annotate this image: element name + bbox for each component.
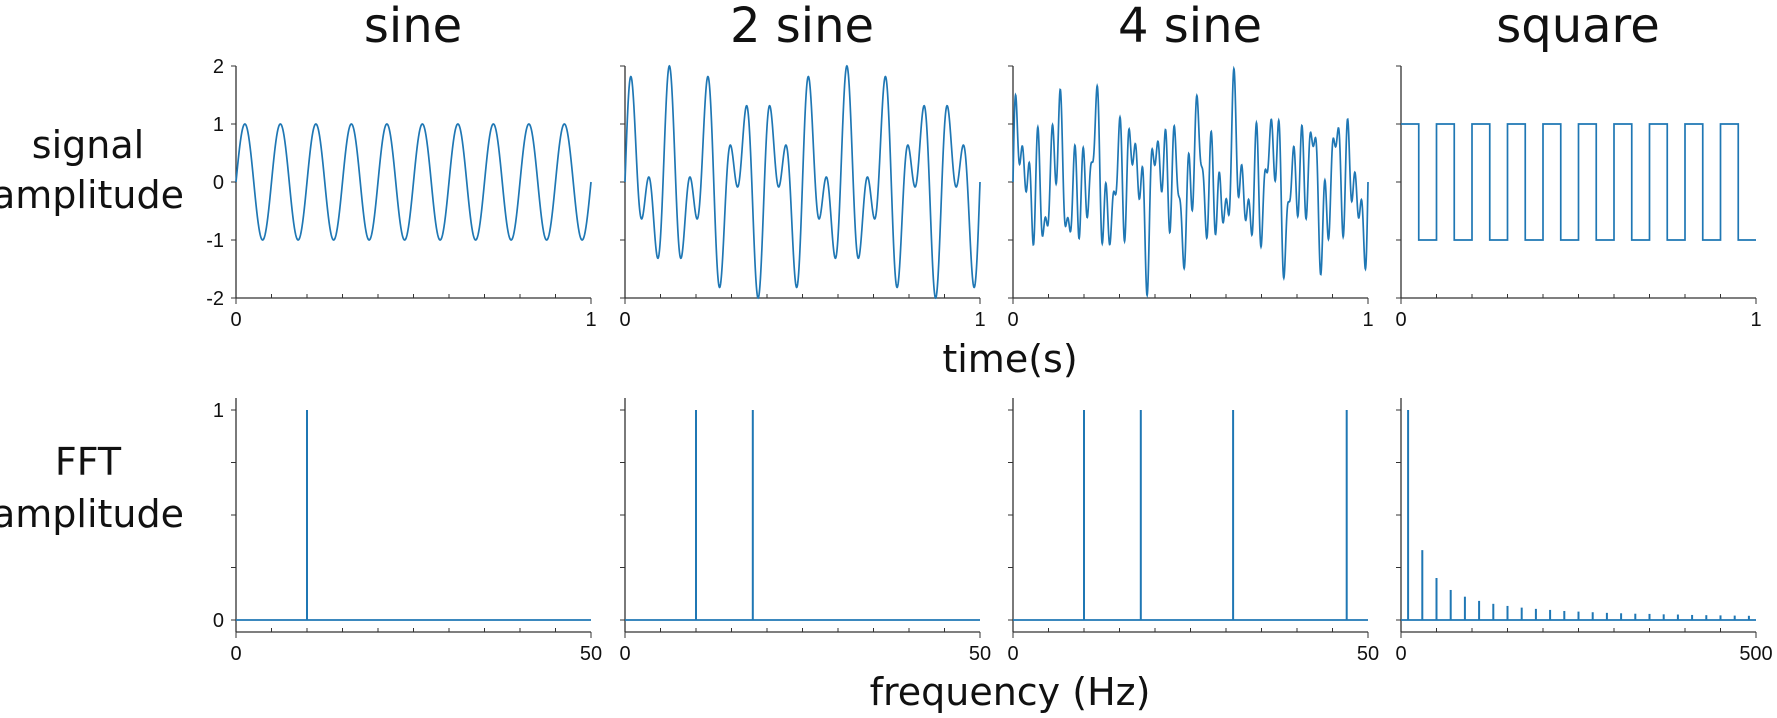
panel-fft-4: 0 500 [1395, 398, 1773, 665]
panel-fft-3: 0 50 [1007, 398, 1379, 665]
x-tick-label: 1 [585, 309, 596, 331]
y-tick-label: 1 [213, 400, 224, 422]
x-tick-label: 0 [619, 309, 630, 331]
x-tick-label: 1 [1362, 309, 1373, 331]
x-tick-label: 0 [619, 643, 630, 665]
x-tick-label: 0 [1395, 309, 1406, 331]
x-tick-label: 1 [1750, 309, 1761, 331]
column-title-2-sine: 2 sine [730, 0, 874, 54]
column-title-4-sine: 4 sine [1118, 0, 1262, 54]
row-label-signal-line2: amplitude [0, 173, 184, 217]
row-label-fft-line2: amplitude [0, 492, 184, 536]
x-tick-label: 500 [1739, 643, 1772, 665]
column-title-sine: sine [364, 0, 462, 54]
column-title-square: square [1496, 0, 1660, 54]
row-label-signal-line1: signal [32, 123, 144, 167]
x-axis-title-time: time(s) [942, 337, 1077, 381]
x-tick-label: 50 [580, 643, 602, 665]
x-tick-label: 0 [230, 309, 241, 331]
x-tick-label: 0 [1007, 643, 1018, 665]
y-tick-label: 1 [213, 114, 224, 136]
signal-line [1401, 123, 1756, 241]
row-label-fft-line1: FFT [55, 440, 122, 484]
y-tick-label: 0 [213, 172, 224, 194]
x-tick-label: 50 [1357, 643, 1379, 665]
y-tick-label: 2 [213, 56, 224, 78]
x-tick-label: 0 [1395, 643, 1406, 665]
y-tick-label: -2 [206, 288, 224, 310]
x-tick-label: 1 [974, 309, 985, 331]
x-tick-label: 0 [1007, 309, 1018, 331]
y-tick-label: 0 [213, 610, 224, 632]
x-tick-label: 50 [969, 643, 991, 665]
panel-fft-2: 0 50 [619, 398, 991, 665]
signal-line [235, 123, 592, 241]
x-tick-label: 0 [230, 643, 241, 665]
signal-line [624, 64, 981, 300]
x-axis-title-frequency: frequency (Hz) [870, 670, 1151, 714]
y-tick-label: -1 [206, 230, 224, 252]
panel-fft-1: 0 50 1 0 [213, 398, 602, 665]
panel-signal-1: 0 1 2 1 0 -1 -2 [206, 56, 596, 331]
signal-line [1012, 65, 1369, 299]
